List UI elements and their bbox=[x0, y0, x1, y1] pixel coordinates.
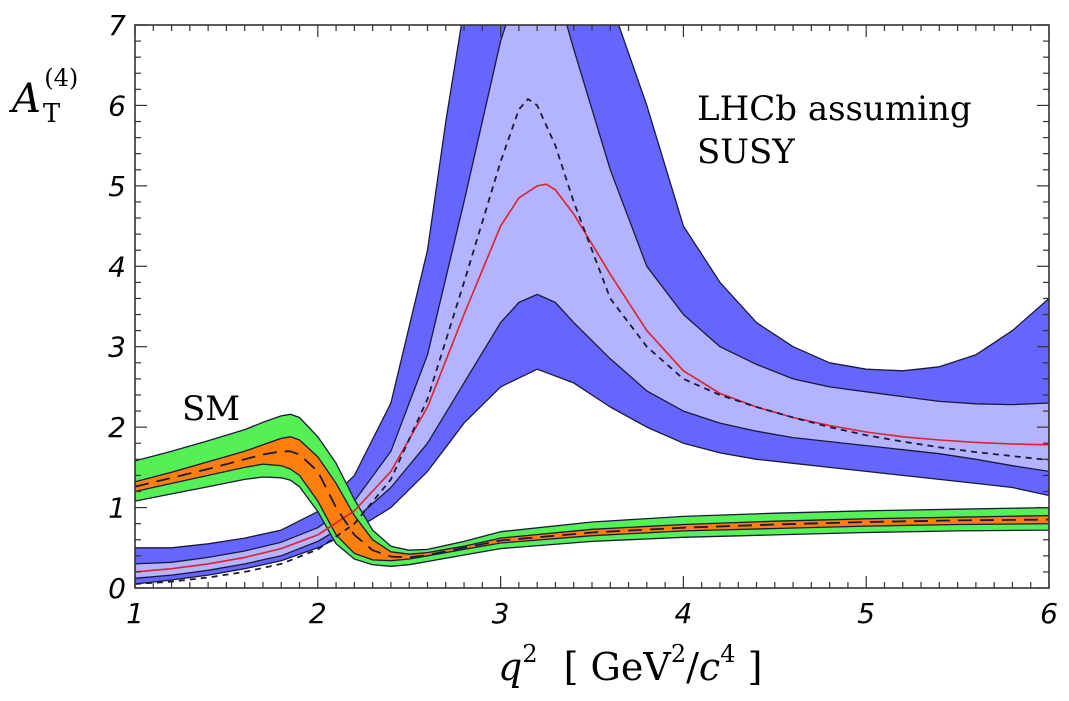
band-3 bbox=[135, 436, 1049, 562]
annotation-lhcb: LHCb assuming bbox=[697, 89, 972, 129]
x-tick-label-5: 6 bbox=[1040, 597, 1058, 630]
x-tick-label-0: 1 bbox=[126, 597, 144, 630]
x-axis-label-var: q bbox=[498, 645, 522, 689]
ticks-layer bbox=[134, 24, 1050, 589]
x-tick-label-3: 4 bbox=[674, 597, 692, 630]
series-line-0 bbox=[135, 183, 1049, 573]
series-line-2 bbox=[135, 450, 1049, 559]
x-axis-label: q2[ GeV2/c4 ] bbox=[498, 640, 762, 689]
y-tick-label-4: 4 bbox=[108, 250, 126, 283]
annotation-susy: SUSY bbox=[697, 132, 795, 172]
y-tick-label-2: 2 bbox=[108, 411, 126, 444]
y-tick-label-0: 0 bbox=[108, 572, 126, 605]
y-axis-label-main: A bbox=[8, 76, 41, 122]
y-axis-label-sup: (4) bbox=[44, 64, 78, 92]
x-tick-label-1: 2 bbox=[309, 597, 327, 630]
y-tick-label-5: 5 bbox=[108, 170, 126, 203]
lines-layer bbox=[135, 98, 1049, 585]
y-tick-label-6: 6 bbox=[108, 89, 126, 122]
x-tick-label-4: 5 bbox=[857, 597, 875, 630]
x-axis-label-unit-main: GeV bbox=[591, 645, 672, 689]
x-axis-label-var-sup: 2 bbox=[522, 640, 537, 668]
series-line-1 bbox=[135, 98, 1049, 585]
y-tick-label-7: 7 bbox=[108, 9, 126, 42]
x-axis-label-unit-close: ] bbox=[735, 645, 762, 689]
y-tick-label-1: 1 bbox=[108, 492, 126, 525]
x-tick-label-2: 3 bbox=[492, 597, 510, 630]
x-axis-label-unit-div: / bbox=[686, 645, 699, 689]
band-1 bbox=[135, 25, 1049, 579]
y-tick-label-3: 3 bbox=[108, 331, 126, 364]
bands-layer bbox=[135, 25, 1049, 585]
x-axis-label-unit-c-sup: 4 bbox=[720, 640, 735, 668]
annotation-sm: SM bbox=[182, 389, 240, 429]
x-axis-label-unit-open: [ bbox=[564, 645, 591, 689]
y-axis-label: AT (4) bbox=[8, 64, 78, 129]
x-axis-label-unit-c: c bbox=[699, 645, 720, 689]
y-axis-label-sub: T bbox=[43, 99, 61, 129]
x-axis-label-unit-sup: 2 bbox=[671, 640, 686, 668]
